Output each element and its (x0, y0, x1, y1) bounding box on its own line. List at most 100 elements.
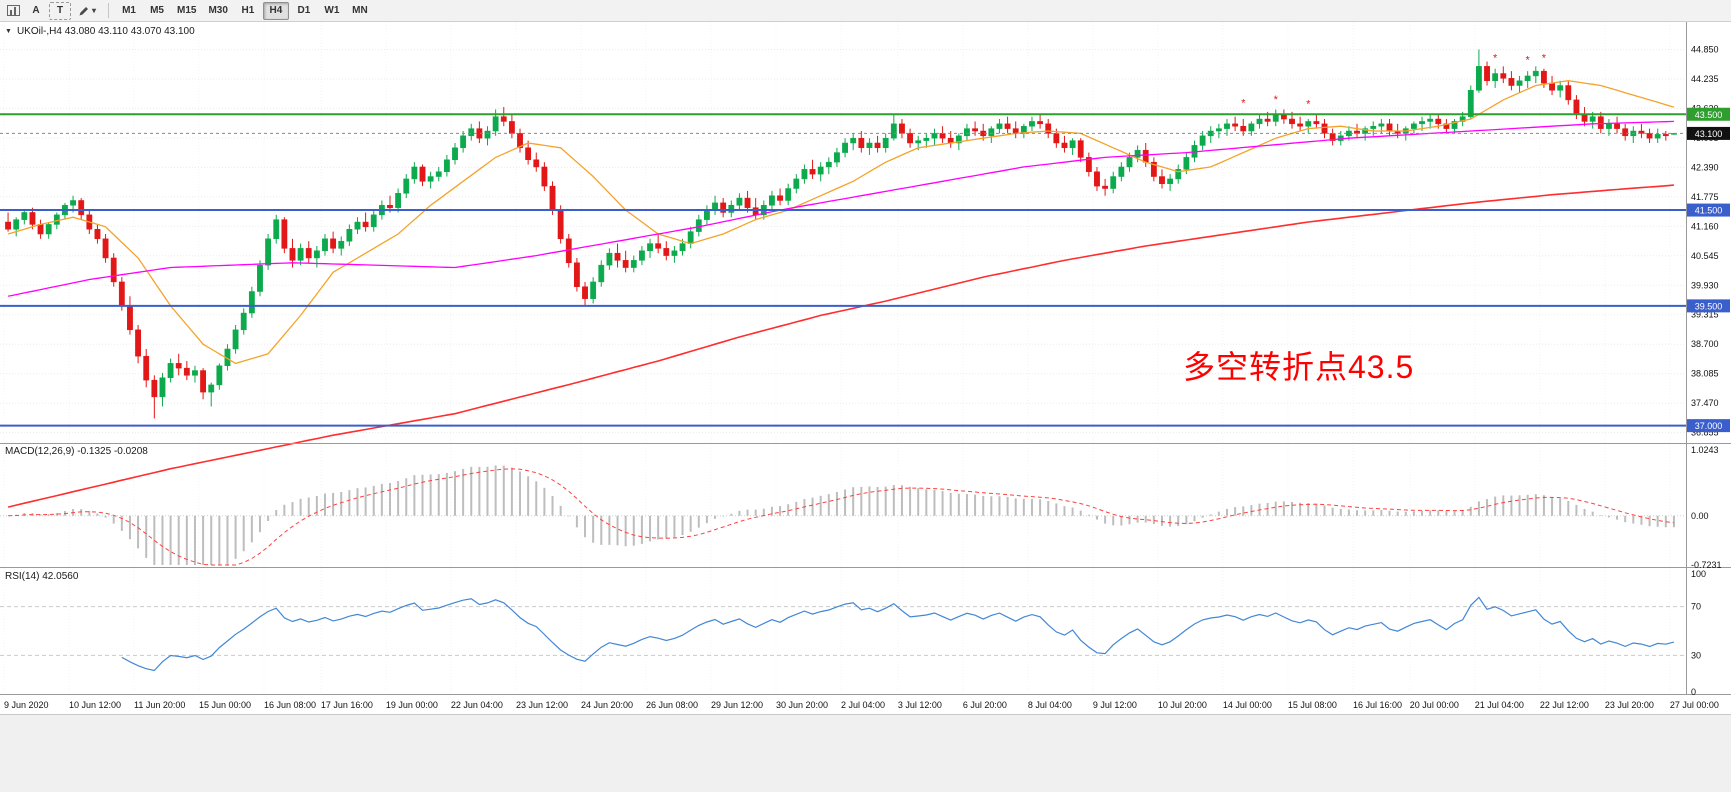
candle-body (1451, 121, 1458, 129)
candle-body (1557, 85, 1564, 91)
x-axis-label: 3 Jul 12:00 (898, 700, 942, 710)
candle-body (305, 248, 312, 259)
timeframe-m1-button[interactable]: M1 (122, 5, 136, 16)
candle-body (427, 176, 434, 182)
candle-body (151, 379, 158, 398)
candle-body (687, 231, 694, 244)
x-axis-label: 2 Jul 04:00 (841, 700, 885, 710)
timeframe-m15-button[interactable]: M15 (177, 5, 197, 16)
chart-window-icon[interactable] (3, 2, 23, 20)
candle-body (557, 209, 564, 240)
candle-body (1508, 78, 1515, 86)
chart-title: ▼ UKOil-,H4 43.080 43.110 43.070 43.100 (5, 26, 195, 37)
candle-body (1004, 123, 1011, 129)
x-axis-label: 11 Jun 20:00 (134, 700, 185, 710)
candle-body (78, 200, 85, 216)
candle-body (769, 195, 775, 206)
candle-body (923, 137, 930, 141)
x-axis-label: 9 Jun 2020 (4, 700, 49, 710)
price-tick-label: 38.085 (1691, 369, 1719, 379)
candle-body (1272, 114, 1279, 122)
rsi-tick-label: 100 (1691, 569, 1706, 579)
candle-body (907, 133, 913, 144)
chart-canvas[interactable]: 44.85044.23543.62043.00542.39041.77541.1… (0, 22, 1731, 714)
candle-body (330, 238, 337, 249)
price-tick-label: 37.470 (1691, 398, 1719, 408)
signal-marker: * (1493, 53, 1498, 65)
timeframe-m30-button[interactable]: M30 (208, 5, 228, 16)
candle-body (1565, 85, 1572, 101)
timeframe-h1-button[interactable]: H1 (241, 5, 255, 16)
signal-marker: * (1274, 94, 1279, 106)
candle-body (793, 178, 800, 189)
candle-body (1305, 121, 1312, 127)
candle-body (1606, 123, 1612, 129)
candle-body (996, 123, 1003, 129)
candle-body (1589, 116, 1596, 122)
candle-body (1622, 128, 1629, 137)
candle-body (785, 188, 792, 201)
candle-body (460, 135, 467, 149)
candle-body (1134, 149, 1141, 158)
candle-body (1102, 185, 1109, 189)
candle-body (1029, 121, 1035, 127)
hlines-layer: 43.500 41.500 39.500 37.000 (0, 107, 1730, 433)
candle-body (94, 228, 101, 240)
timeframe-w1-button[interactable]: W1 (324, 5, 340, 16)
x-axis-label: 16 Jul 16:00 (1353, 700, 1402, 710)
expand-triangle-icon[interactable]: ▼ (5, 28, 12, 35)
candle-body (964, 128, 970, 137)
x-axis-label: 24 Jun 20:00 (581, 700, 633, 710)
candle-body (45, 224, 52, 235)
price-line-badge (1687, 419, 1730, 433)
price-tick-label: 36.855 (1691, 428, 1719, 438)
candle-body (468, 128, 475, 137)
candle-body (647, 243, 653, 252)
text-label-button[interactable]: T (49, 1, 71, 20)
candle-body (257, 264, 263, 292)
candle-body (525, 147, 532, 161)
candle-body (736, 197, 743, 206)
draw-tool-dropdown[interactable]: ▾ (73, 2, 101, 20)
candle-body (817, 166, 824, 175)
rsi-tick-label: 30 (1691, 650, 1701, 660)
macd-signal-line (8, 468, 1674, 566)
candle-body (899, 123, 905, 134)
timeframe-m5-button[interactable]: M5 (150, 5, 164, 16)
candle-body (118, 281, 125, 307)
candle-body (858, 137, 865, 149)
price-axis: 44.85044.23543.62043.00542.39041.77541.1… (1686, 22, 1719, 694)
candle-body (127, 305, 133, 331)
timeframe-mn-button[interactable]: MN (352, 5, 368, 16)
candle-body (1549, 82, 1555, 91)
candle-body (1378, 123, 1385, 127)
bottom-panel (0, 714, 1731, 792)
macd-indicator-label: MACD(12,26,9) -0.1325 -0.0208 (5, 446, 148, 457)
price-line-badge-label: 41.500 (1695, 206, 1723, 216)
candle-body (1183, 157, 1190, 170)
candle-body (1492, 73, 1499, 81)
rsi-tick-label: 0 (1691, 687, 1696, 697)
candle-body (208, 384, 215, 393)
candle-body (1386, 123, 1393, 132)
candle-body (1516, 80, 1523, 86)
candle-body (720, 202, 727, 213)
price-line-badge-label: 37.000 (1695, 421, 1723, 431)
candle-body (939, 133, 946, 139)
signal-marker: * (1526, 54, 1531, 66)
price-line-badge-label: 43.500 (1695, 110, 1723, 120)
candle-body (1159, 176, 1165, 184)
chart-area[interactable]: 44.85044.23543.62043.00542.39041.77541.1… (0, 22, 1731, 714)
candle-body (679, 243, 686, 252)
candle-body (1467, 90, 1474, 117)
x-axis-label: 19 Jun 00:00 (386, 700, 438, 710)
x-axis-label: 15 Jun 00:00 (199, 700, 251, 710)
timeframe-h4-button[interactable]: H4 (262, 1, 289, 20)
candle-body (1410, 123, 1417, 129)
candle-body (1573, 99, 1580, 115)
timeframe-d1-button[interactable]: D1 (297, 5, 311, 16)
candle-body (240, 312, 247, 331)
annotate-text-button[interactable]: A (32, 5, 40, 16)
candle-body (1264, 118, 1271, 122)
x-axis-label: 20 Jul 00:00 (1410, 700, 1459, 710)
